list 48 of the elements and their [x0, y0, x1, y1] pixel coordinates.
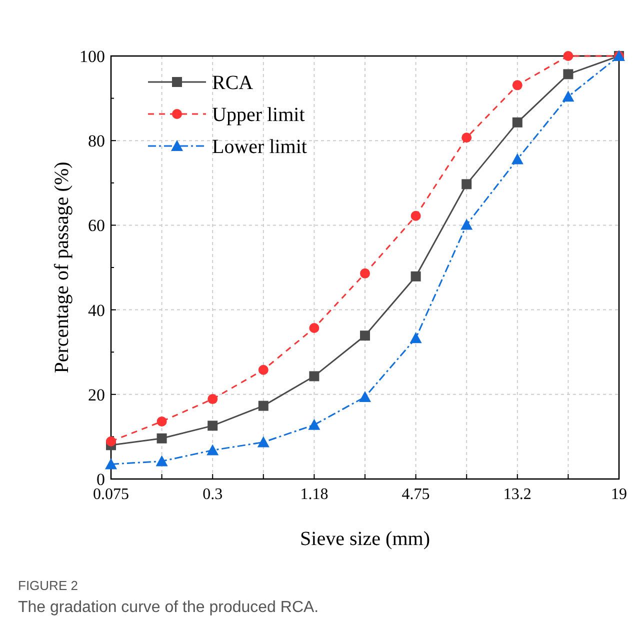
point: [105, 458, 117, 470]
point: [410, 332, 422, 344]
point: [462, 132, 472, 143]
point: [156, 416, 167, 426]
point: [208, 420, 218, 431]
x-tick-label: 13.2: [503, 486, 532, 503]
point: [562, 90, 574, 102]
y-tick-label: 40: [88, 300, 105, 320]
legend-label: Lower limit: [212, 136, 308, 158]
y-axis-title: Percentage of passage (%): [51, 162, 73, 374]
point: [106, 436, 116, 446]
point: [359, 390, 371, 402]
point: [258, 364, 268, 375]
point: [410, 210, 421, 221]
point: [512, 80, 522, 90]
y-tick-label: 60: [88, 216, 105, 236]
point: [308, 418, 320, 430]
x-tick-label: 19: [611, 486, 627, 503]
point: [460, 218, 473, 230]
point: [410, 271, 421, 282]
y-tick-label: 100: [80, 46, 105, 66]
x-tick-label: 4.75: [402, 486, 430, 503]
point: [309, 371, 320, 382]
y-tick-label: 0: [96, 470, 105, 489]
point: [156, 433, 167, 444]
point: [258, 400, 268, 411]
point: [257, 436, 270, 448]
x-tick-label: 1.18: [300, 486, 328, 503]
legend-label: Upper limit: [212, 104, 306, 126]
point: [208, 394, 218, 404]
point: [206, 444, 219, 456]
point: [360, 330, 370, 341]
point: [563, 51, 574, 61]
y-tick-label: 20: [88, 385, 105, 404]
y-tick-label: 80: [88, 132, 105, 151]
point: [360, 268, 370, 278]
point: [512, 117, 522, 128]
legend-label: RCA: [212, 72, 254, 94]
caption: FIGURE 2: [18, 578, 78, 593]
point: [309, 322, 320, 333]
point: [563, 69, 574, 80]
x-axis-title: Sieve size (mm): [300, 528, 430, 550]
x-tick-label: 0.075: [93, 486, 129, 503]
point: [156, 455, 168, 466]
text: The gradation curve of the produced RCA.: [18, 599, 319, 616]
point: [511, 153, 524, 164]
point: [462, 179, 472, 190]
x-tick-label: 0.3: [202, 486, 223, 503]
